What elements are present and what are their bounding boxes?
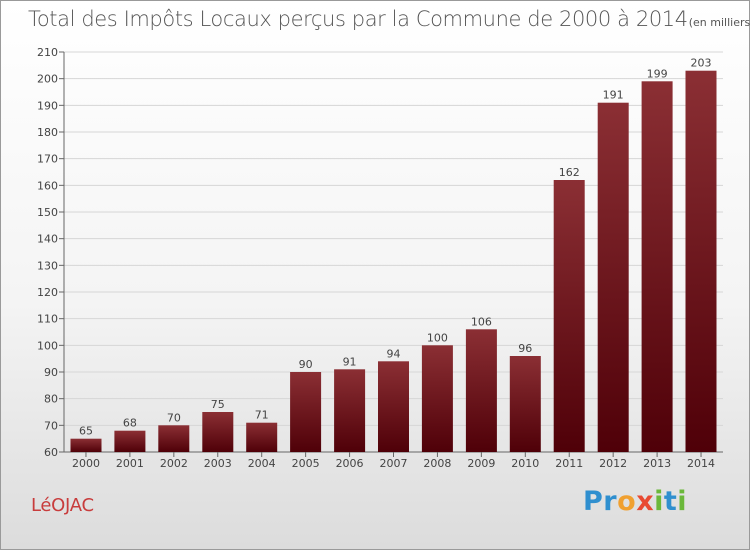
logo-letter: t bbox=[663, 486, 678, 517]
bar bbox=[158, 425, 190, 452]
bar bbox=[465, 329, 497, 452]
bar bbox=[641, 81, 673, 453]
y-tick-label: 210 bbox=[37, 46, 58, 59]
bar bbox=[114, 430, 146, 452]
y-tick-label: 70 bbox=[44, 419, 58, 432]
x-tick-label: 2000 bbox=[72, 457, 100, 470]
logo-letter: o bbox=[617, 486, 637, 517]
x-tick-label: 2012 bbox=[599, 457, 627, 470]
x-tick-label: 2010 bbox=[511, 457, 539, 470]
title-main: Total des Impôts Locaux perçus par la Co… bbox=[28, 7, 688, 31]
data-label: 91 bbox=[343, 355, 357, 368]
x-tick-label: 2002 bbox=[160, 457, 188, 470]
x-tick-label: 2001 bbox=[116, 457, 144, 470]
bar bbox=[202, 412, 234, 452]
y-tick-label: 60 bbox=[44, 446, 58, 459]
y-tick-label: 90 bbox=[44, 366, 58, 379]
y-tick-label: 120 bbox=[37, 286, 58, 299]
logo-letter: i bbox=[677, 486, 688, 517]
data-label: 65 bbox=[79, 425, 93, 438]
y-tick-label: 100 bbox=[37, 339, 58, 352]
bar bbox=[70, 438, 102, 452]
data-label: 191 bbox=[603, 89, 624, 102]
bar bbox=[334, 369, 366, 452]
x-tick-label: 2007 bbox=[380, 457, 408, 470]
data-label: 68 bbox=[123, 417, 137, 430]
y-tick-label: 170 bbox=[37, 153, 58, 166]
commune-name: LéOJAC bbox=[31, 495, 94, 516]
x-tick-label: 2008 bbox=[423, 457, 451, 470]
y-tick-label: 200 bbox=[37, 73, 58, 86]
bar bbox=[290, 372, 322, 452]
bar bbox=[509, 356, 541, 452]
data-label: 203 bbox=[691, 57, 712, 70]
chart-title: Total des Impôts Locaux perçus par la Co… bbox=[28, 7, 750, 31]
y-tick-label: 190 bbox=[37, 99, 58, 112]
data-label: 71 bbox=[255, 409, 269, 422]
x-tick-label: 2003 bbox=[204, 457, 232, 470]
data-label: 75 bbox=[211, 398, 225, 411]
x-tick-label: 2011 bbox=[555, 457, 583, 470]
bar bbox=[246, 422, 278, 452]
bar bbox=[378, 361, 409, 452]
logo-letter: r bbox=[603, 486, 618, 517]
y-tick-label: 150 bbox=[37, 206, 58, 219]
x-tick-label: 2006 bbox=[336, 457, 364, 470]
data-label: 199 bbox=[647, 67, 668, 80]
bar bbox=[685, 70, 717, 452]
data-label: 100 bbox=[427, 331, 448, 344]
data-label: 94 bbox=[387, 347, 401, 360]
x-tick-label: 2005 bbox=[292, 457, 320, 470]
bar bbox=[553, 180, 585, 452]
y-tick-label: 130 bbox=[37, 259, 58, 272]
x-tick-label: 2014 bbox=[687, 457, 715, 470]
data-label: 70 bbox=[167, 411, 181, 424]
bar bbox=[597, 102, 629, 452]
x-tick-label: 2009 bbox=[467, 457, 495, 470]
x-tick-label: 2004 bbox=[248, 457, 276, 470]
logo-letter: i bbox=[654, 486, 664, 517]
y-tick-label: 110 bbox=[37, 313, 58, 326]
x-tick-label: 2013 bbox=[643, 457, 671, 470]
y-tick-label: 180 bbox=[37, 126, 58, 139]
data-label: 106 bbox=[471, 315, 492, 328]
bar bbox=[421, 345, 453, 452]
data-label: 162 bbox=[559, 166, 580, 179]
y-tick-label: 80 bbox=[44, 393, 58, 406]
data-label: 96 bbox=[518, 342, 532, 355]
y-tick-label: 140 bbox=[37, 233, 58, 246]
logo-letter: P bbox=[583, 486, 604, 517]
proxiti-logo: Proxiti bbox=[583, 488, 687, 515]
logo-letter: x bbox=[636, 486, 655, 517]
data-label: 90 bbox=[299, 358, 313, 371]
y-tick-label: 160 bbox=[37, 179, 58, 192]
title-unit: (en milliers d'€) bbox=[688, 16, 750, 29]
